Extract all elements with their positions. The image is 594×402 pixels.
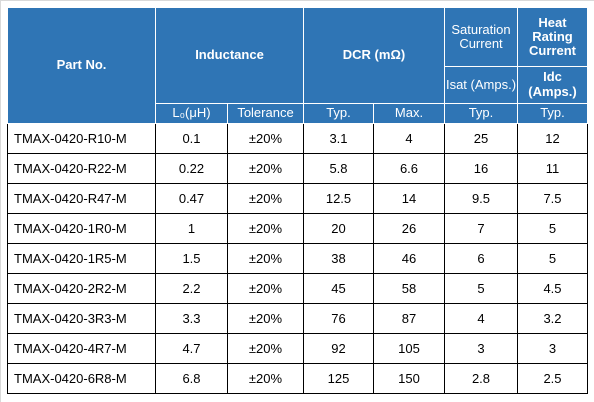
cell-isat[interactable]: 16	[444, 153, 518, 184]
table-row: TMAX-0420-4R7-M 4.7 ±20% 92 105 3 3	[7, 333, 588, 364]
cell-l0[interactable]: 1	[155, 213, 228, 244]
cell-isat[interactable]: 9.5	[444, 183, 518, 214]
cell-idc[interactable]: 4.5	[517, 273, 588, 304]
table-row: TMAX-0420-R47-M 0.47 ±20% 12.5 14 9.5 7.…	[7, 183, 588, 214]
cell-isat[interactable]: 5	[444, 273, 518, 304]
header-idc-unit[interactable]: Idc (Amps.)	[517, 66, 588, 104]
cell-dcr-typ[interactable]: 125	[303, 363, 374, 394]
cell-idc[interactable]: 3.2	[517, 303, 588, 334]
cell-dcr-max[interactable]: 46	[373, 243, 445, 274]
cell-isat[interactable]: 7	[444, 213, 518, 244]
cell-idc[interactable]: 5	[517, 243, 588, 274]
cell-dcr-max[interactable]: 14	[373, 183, 445, 214]
cell-l0[interactable]: 0.22	[155, 153, 228, 184]
cell-part-number[interactable]: TMAX-0420-1R0-M	[7, 213, 156, 244]
cell-part-number[interactable]: TMAX-0420-3R3-M	[7, 303, 156, 334]
cell-l0[interactable]: 0.1	[155, 123, 228, 154]
table-row: TMAX-0420-1R0-M 1 ±20% 20 26 7 5	[7, 213, 588, 244]
cell-isat[interactable]: 25	[444, 123, 518, 154]
table-row: TMAX-0420-R22-M 0.22 ±20% 5.8 6.6 16 11	[7, 153, 588, 184]
cell-dcr-typ[interactable]: 92	[303, 333, 374, 364]
cell-dcr-typ[interactable]: 12.5	[303, 183, 374, 214]
cell-dcr-max[interactable]: 4	[373, 123, 445, 154]
table-row: TMAX-0420-R10-M 0.1 ±20% 3.1 4 25 12	[7, 123, 588, 154]
cell-idc[interactable]: 5	[517, 213, 588, 244]
cell-tolerance[interactable]: ±20%	[227, 273, 304, 304]
cell-isat[interactable]: 3	[444, 333, 518, 364]
header-part-no[interactable]: Part No.	[7, 7, 156, 124]
header-l0[interactable]: L₀(μH)	[155, 103, 228, 124]
cell-l0[interactable]: 3.3	[155, 303, 228, 334]
cell-isat[interactable]: 2.8	[444, 363, 518, 394]
header-isat-typ[interactable]: Typ.	[444, 103, 518, 124]
header-dcr[interactable]: DCR (mΩ)	[303, 7, 445, 104]
cell-part-number[interactable]: TMAX-0420-6R8-M	[7, 363, 156, 394]
cell-l0[interactable]: 6.8	[155, 363, 228, 394]
cell-dcr-typ[interactable]: 5.8	[303, 153, 374, 184]
table-row: TMAX-0420-3R3-M 3.3 ±20% 76 87 4 3.2	[7, 303, 588, 334]
cell-idc[interactable]: 2.5	[517, 363, 588, 394]
table-row: TMAX-0420-2R2-M 2.2 ±20% 45 58 5 4.5	[7, 273, 588, 304]
cell-isat[interactable]: 4	[444, 303, 518, 334]
cell-idc[interactable]: 12	[517, 123, 588, 154]
cell-l0[interactable]: 4.7	[155, 333, 228, 364]
table-row: TMAX-0420-1R5-M 1.5 ±20% 38 46 6 5	[7, 243, 588, 274]
header-tolerance[interactable]: Tolerance	[227, 103, 304, 124]
cell-dcr-max[interactable]: 26	[373, 213, 445, 244]
header-saturation-current[interactable]: Saturation Current	[444, 7, 518, 67]
cell-part-number[interactable]: TMAX-0420-R22-M	[7, 153, 156, 184]
cell-dcr-max[interactable]: 6.6	[373, 153, 445, 184]
cell-dcr-typ[interactable]: 20	[303, 213, 374, 244]
cell-dcr-max[interactable]: 58	[373, 273, 445, 304]
cell-part-number[interactable]: TMAX-0420-2R2-M	[7, 273, 156, 304]
cell-isat[interactable]: 6	[444, 243, 518, 274]
header-isat-unit[interactable]: Isat (Amps.)	[444, 66, 518, 104]
cell-l0[interactable]: 1.5	[155, 243, 228, 274]
cell-tolerance[interactable]: ±20%	[227, 303, 304, 334]
cell-dcr-max[interactable]: 150	[373, 363, 445, 394]
cell-dcr-typ[interactable]: 45	[303, 273, 374, 304]
sheet-gridline	[0, 0, 1, 402]
table-row: TMAX-0420-6R8-M 6.8 ±20% 125 150 2.8 2.5	[7, 363, 588, 394]
cell-part-number[interactable]: TMAX-0420-R10-M	[7, 123, 156, 154]
cell-tolerance[interactable]: ±20%	[227, 333, 304, 364]
header-idc-typ[interactable]: Typ.	[517, 103, 588, 124]
cell-tolerance[interactable]: ±20%	[227, 153, 304, 184]
cell-dcr-typ[interactable]: 3.1	[303, 123, 374, 154]
cell-part-number[interactable]: TMAX-0420-4R7-M	[7, 333, 156, 364]
cell-idc[interactable]: 11	[517, 153, 588, 184]
cell-tolerance[interactable]: ±20%	[227, 213, 304, 244]
cell-dcr-typ[interactable]: 38	[303, 243, 374, 274]
cell-part-number[interactable]: TMAX-0420-1R5-M	[7, 243, 156, 274]
cell-l0[interactable]: 2.2	[155, 273, 228, 304]
inductor-spec-table: Part No. Inductance DCR (mΩ) Saturation …	[7, 7, 588, 394]
cell-tolerance[interactable]: ±20%	[227, 183, 304, 214]
cell-tolerance[interactable]: ±20%	[227, 123, 304, 154]
cell-idc[interactable]: 7.5	[517, 183, 588, 214]
cell-part-number[interactable]: TMAX-0420-R47-M	[7, 183, 156, 214]
sheet-gridline	[0, 0, 594, 1]
header-dcr-max[interactable]: Max.	[373, 103, 445, 124]
cell-dcr-max[interactable]: 87	[373, 303, 445, 334]
cell-idc[interactable]: 3	[517, 333, 588, 364]
header-heat-rating-current[interactable]: Heat Rating Current	[517, 7, 588, 67]
cell-l0[interactable]: 0.47	[155, 183, 228, 214]
cell-tolerance[interactable]: ±20%	[227, 363, 304, 394]
cell-dcr-typ[interactable]: 76	[303, 303, 374, 334]
header-inductance[interactable]: Inductance	[155, 7, 304, 104]
cell-dcr-max[interactable]: 105	[373, 333, 445, 364]
header-dcr-typ[interactable]: Typ.	[303, 103, 374, 124]
cell-tolerance[interactable]: ±20%	[227, 243, 304, 274]
